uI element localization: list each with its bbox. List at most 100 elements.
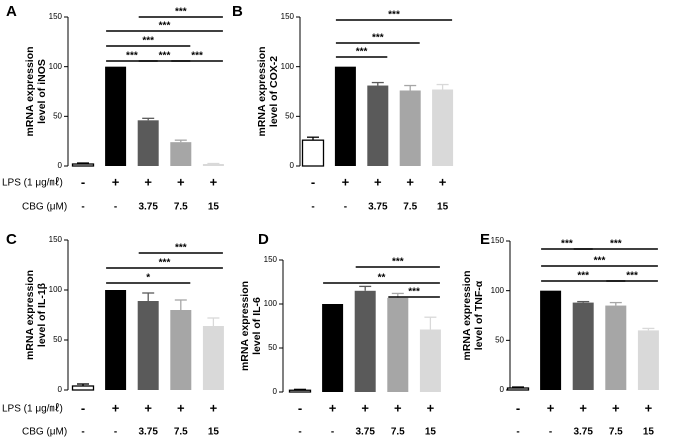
cbg-value: 15 — [425, 427, 437, 438]
significance-label: *** — [594, 256, 606, 267]
significance-label: *** — [408, 287, 420, 298]
bar — [540, 290, 562, 390]
significance-label: *** — [142, 36, 154, 47]
significance-label: *** — [175, 243, 187, 254]
cbg-value: 15 — [643, 427, 655, 438]
y-tick-label: 0 — [500, 385, 505, 394]
y-tick-label: 50 — [268, 343, 277, 352]
cbg-value: - — [81, 202, 84, 213]
lps-label: LPS (1 μg/㎖) — [2, 177, 63, 189]
cbg-value: - — [516, 427, 519, 438]
lps-value: - — [298, 400, 302, 415]
cbg-value: 7.5 — [403, 202, 417, 213]
cbg-value: 3.75 — [138, 202, 158, 213]
lps-value: + — [112, 400, 120, 415]
lps-value: - — [81, 400, 85, 415]
significance-label: * — [146, 273, 150, 284]
cbg-value: 15 — [437, 202, 449, 213]
significance-label: *** — [159, 258, 171, 269]
y-axis-label: level of iNOS — [36, 59, 48, 124]
lps-value: + — [210, 174, 218, 189]
lps-value: + — [177, 400, 185, 415]
bar — [387, 297, 409, 392]
lps-value: - — [311, 174, 315, 189]
y-axis-label: level of COX-2 — [268, 56, 280, 127]
lps-value: + — [144, 174, 152, 189]
cbg-value: 7.5 — [174, 427, 188, 438]
bar — [605, 305, 627, 390]
cbg-value: - — [549, 427, 552, 438]
bar — [334, 66, 356, 166]
y-axis-label: mRNA expression — [24, 270, 36, 360]
y-tick-label: 150 — [264, 255, 278, 264]
panel-letter: E — [480, 231, 490, 248]
panel-letter: B — [232, 3, 243, 20]
significance-label: *** — [388, 10, 400, 21]
cbg-value: - — [344, 202, 347, 213]
bar — [170, 142, 192, 166]
y-tick-label: 100 — [264, 299, 278, 308]
panel-letter: A — [6, 3, 17, 20]
bar — [354, 290, 376, 392]
significance-label: *** — [159, 21, 171, 32]
lps-value: + — [612, 400, 620, 415]
y-axis-label: mRNA expression — [24, 46, 36, 136]
bar — [572, 302, 594, 390]
cbg-value: 7.5 — [174, 202, 188, 213]
lps-value: + — [112, 174, 120, 189]
cbg-value: 7.5 — [609, 427, 623, 438]
cbg-value: 3.75 — [138, 427, 158, 438]
y-tick-label: 150 — [49, 12, 63, 21]
significance-label: *** — [561, 239, 573, 250]
cbg-value: 15 — [208, 427, 220, 438]
bar — [637, 330, 659, 390]
bar — [432, 89, 454, 166]
y-tick-label: 100 — [281, 62, 295, 71]
bar — [506, 387, 530, 391]
cbg-value: - — [114, 202, 117, 213]
y-tick-label: 50 — [53, 335, 62, 344]
significance-label: *** — [610, 239, 622, 250]
lps-value: + — [342, 174, 350, 189]
lps-value: - — [516, 400, 520, 415]
lps-value: + — [210, 400, 218, 415]
cbg-value: - — [114, 427, 117, 438]
lps-value: + — [579, 400, 587, 415]
lps-value: - — [81, 174, 85, 189]
significance-label: *** — [626, 271, 638, 282]
cbg-value: 7.5 — [391, 427, 405, 438]
cbg-value: - — [81, 427, 84, 438]
bar — [301, 139, 325, 167]
lps-value: + — [439, 174, 447, 189]
significance-label: *** — [191, 51, 203, 62]
bar — [202, 326, 224, 390]
significance-label: *** — [356, 47, 368, 58]
y-tick-label: 100 — [491, 286, 505, 295]
bar — [367, 85, 389, 166]
bar — [419, 329, 441, 392]
y-tick-label: 50 — [53, 111, 62, 120]
lps-value: + — [329, 400, 337, 415]
significance-label: *** — [126, 51, 138, 62]
cbg-label: CBG (μM) — [22, 202, 67, 213]
lps-value: + — [406, 174, 414, 189]
cbg-value: 3.75 — [355, 427, 375, 438]
y-tick-label: 50 — [285, 111, 294, 120]
lps-value: + — [374, 174, 382, 189]
significance-label: ** — [378, 273, 386, 284]
cbg-value: - — [298, 427, 301, 438]
lps-value: + — [427, 400, 435, 415]
panel-letter: C — [6, 231, 17, 248]
bar — [105, 66, 127, 166]
bar — [202, 164, 224, 166]
y-tick-label: 0 — [58, 161, 63, 170]
cbg-label: CBG (μM) — [22, 427, 67, 438]
y-tick-label: 0 — [58, 385, 63, 394]
significance-label: *** — [392, 257, 404, 268]
cbg-value: 3.75 — [368, 202, 388, 213]
significance-label: *** — [159, 51, 171, 62]
y-axis-label: level of IL-1β — [36, 282, 48, 347]
lps-value: + — [177, 174, 185, 189]
y-tick-label: 150 — [49, 235, 63, 244]
